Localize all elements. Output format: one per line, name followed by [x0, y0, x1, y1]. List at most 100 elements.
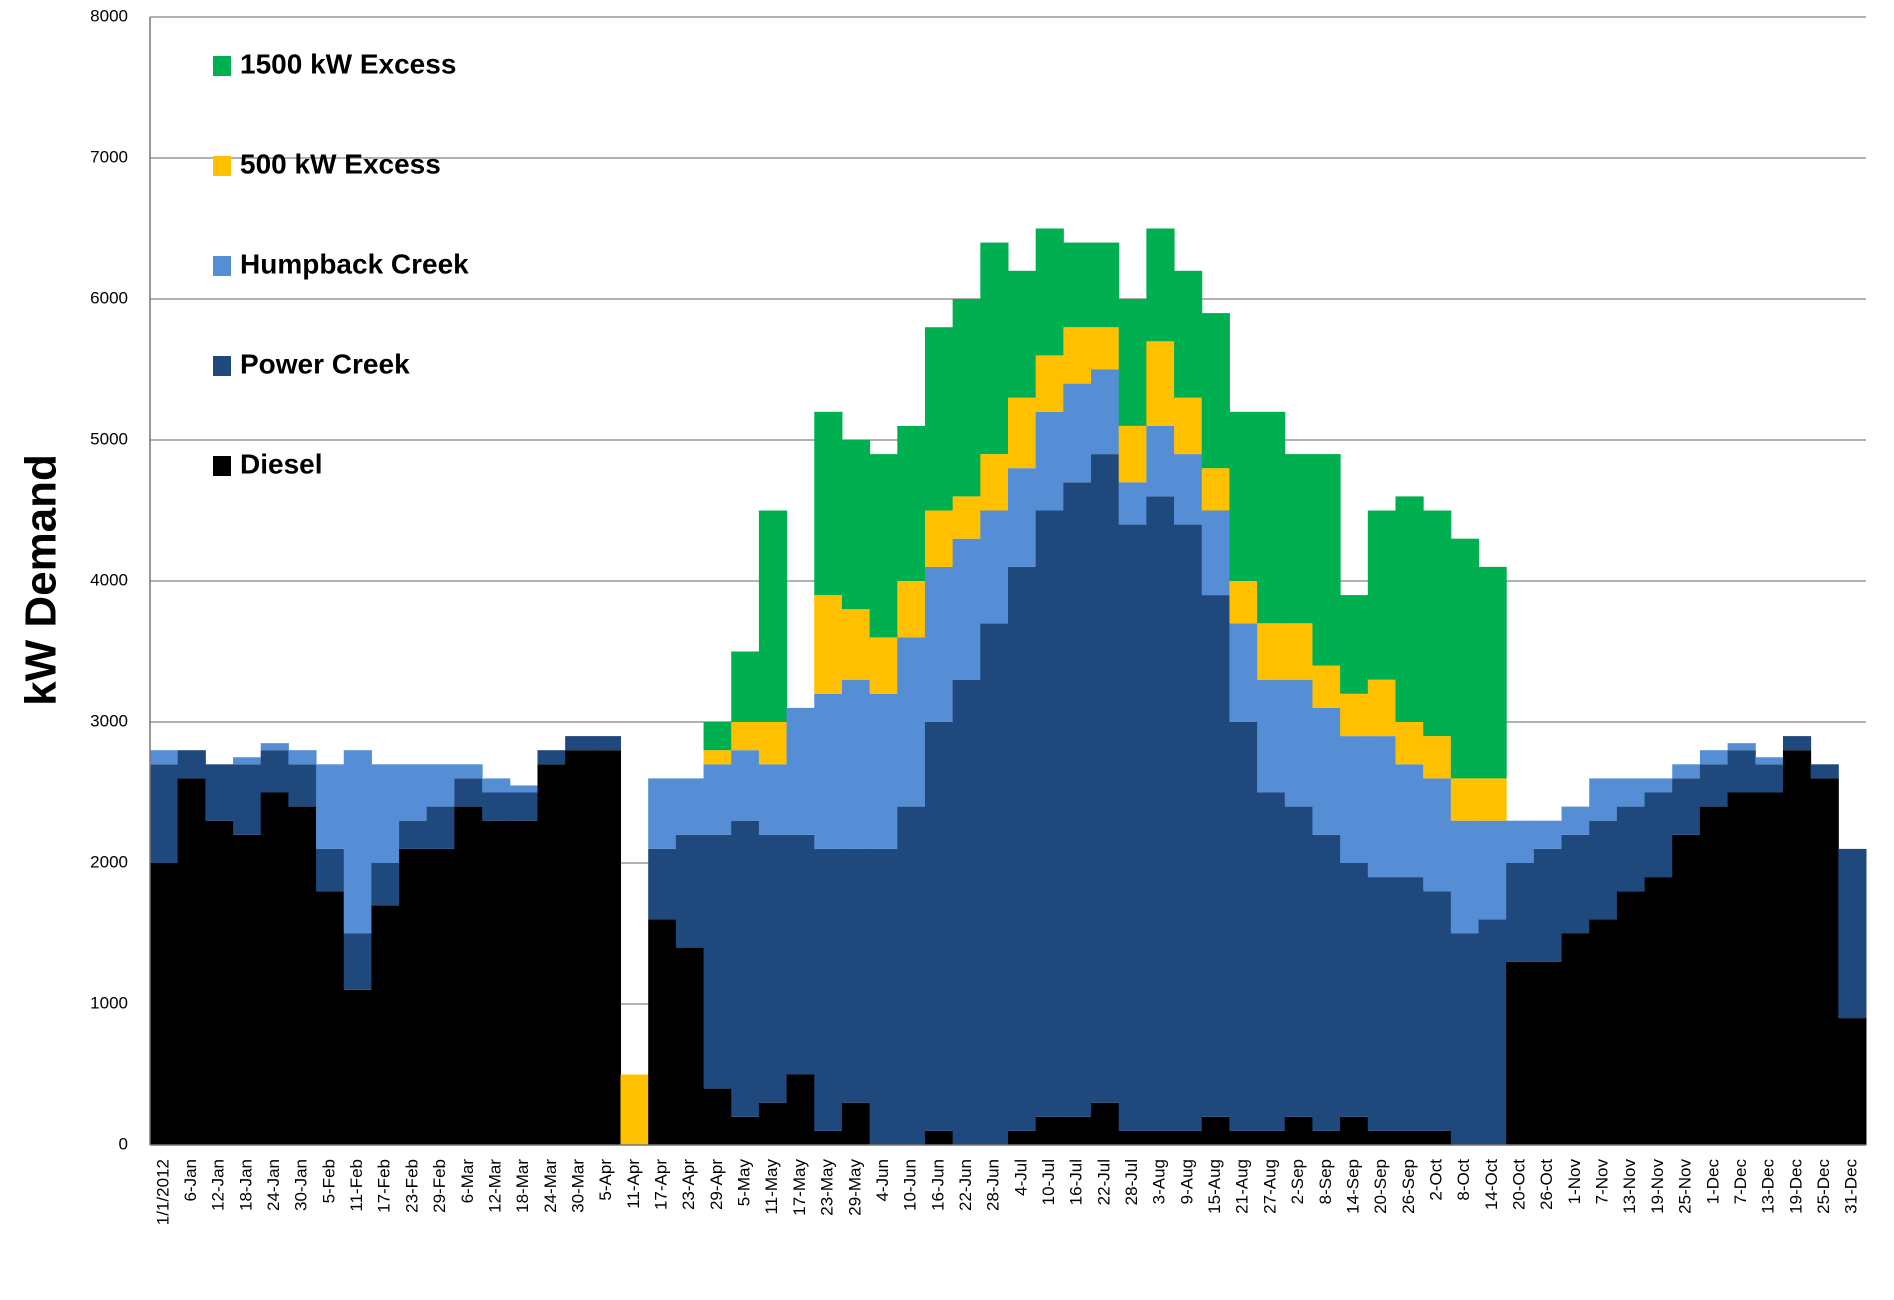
bar-segment: [1174, 454, 1203, 525]
bar-segment: [703, 722, 732, 751]
bar-segment: [1672, 764, 1701, 779]
bar-segment: [1644, 792, 1673, 878]
bar-segment: [758, 722, 788, 765]
bar-segment: [1367, 877, 1396, 1131]
bar-segment: [1312, 665, 1341, 708]
bar-segment: [1727, 750, 1756, 793]
bar-segment: [1257, 792, 1286, 1131]
bar-segment: [1229, 1130, 1258, 1145]
bar-segment: [1201, 595, 1230, 1117]
y-tick-label: 1000: [90, 993, 128, 1012]
bar-segment: [1423, 891, 1452, 1131]
bar-segment: [233, 834, 262, 1145]
x-tick-label: 7-Nov: [1593, 1159, 1612, 1205]
x-tick-label: 10-Jun: [901, 1159, 920, 1211]
bar-segment: [841, 440, 871, 610]
x-tick-label: 15-Aug: [1205, 1159, 1224, 1214]
bar-segment: [1008, 468, 1037, 567]
bar-segment: [1450, 778, 1480, 821]
bar-segment: [952, 679, 981, 1145]
bar-segment: [1340, 595, 1369, 694]
bar-segment: [565, 750, 594, 1145]
x-tick-label: 8-Oct: [1454, 1159, 1473, 1201]
x-tick-label: 23-Feb: [402, 1159, 421, 1213]
bar-segment: [454, 778, 483, 807]
bar-segment: [426, 764, 455, 807]
bar-segment: [482, 792, 511, 821]
bar-segment: [316, 848, 345, 892]
bar-segment: [482, 778, 511, 793]
bar-segment: [371, 905, 400, 1145]
x-tick-label: 22-Jun: [956, 1159, 975, 1211]
x-tick-label: 4-Jul: [1011, 1159, 1030, 1196]
x-tick-label: 11-Feb: [347, 1159, 366, 1212]
bar-segment: [897, 425, 926, 581]
bar-segment: [1118, 524, 1147, 1131]
bar-segment: [537, 764, 566, 1145]
bar-segment: [1257, 411, 1286, 624]
bar-segment: [897, 806, 926, 1145]
bar-segment: [1589, 820, 1618, 920]
bar-segment: [426, 848, 455, 1145]
bar-segment: [1561, 933, 1590, 1145]
x-tick-label: 5-May: [735, 1159, 754, 1207]
bar-segment: [703, 834, 732, 1089]
bar-segment: [343, 989, 372, 1145]
bar-segment: [1450, 538, 1480, 779]
bar-segment: [1008, 566, 1037, 1131]
bar-segment: [1008, 1130, 1037, 1145]
bar-segment: [1395, 764, 1424, 878]
bar-segment: [1063, 482, 1092, 1117]
y-tick-label: 7000: [90, 147, 128, 166]
y-tick-label: 5000: [90, 429, 128, 448]
bar-segment: [1810, 764, 1839, 779]
x-tick-label: 17-May: [790, 1159, 809, 1216]
x-tick-label: 5-Apr: [596, 1159, 615, 1201]
bar-segment: [1478, 919, 1507, 1145]
bar-segment: [1257, 623, 1286, 680]
bar-segment: [1838, 1018, 1867, 1145]
bar-segment: [426, 806, 455, 849]
x-tick-label: 17-Apr: [652, 1159, 671, 1210]
x-tick-label: 27-Aug: [1260, 1159, 1279, 1214]
bar-segment: [1063, 383, 1092, 483]
bar-segment: [814, 1130, 843, 1145]
bar-segment: [371, 863, 400, 906]
bar-segment: [1561, 806, 1590, 835]
bar-segment: [1284, 679, 1313, 807]
x-tick-label: 6-Jan: [181, 1159, 200, 1202]
bar-segment: [150, 863, 179, 1145]
bar-segment: [399, 848, 428, 1145]
bar-segment: [786, 834, 815, 1075]
bar-segment: [841, 679, 871, 849]
bar-segment: [980, 623, 1009, 1145]
bar-segment: [1589, 919, 1618, 1145]
bar-segment: [1008, 270, 1037, 398]
x-tick-label: 26-Sep: [1399, 1159, 1418, 1214]
bar-segment: [648, 919, 677, 1145]
bar-segment: [592, 750, 622, 1145]
x-tick-label: 8-Sep: [1316, 1159, 1335, 1204]
bar-segment: [260, 743, 289, 751]
bar-segment: [648, 848, 677, 920]
y-tick-label: 8000: [90, 6, 128, 25]
y-axis-label: kW Demand: [17, 454, 66, 706]
bar-segment: [288, 806, 317, 1145]
y-tick-label: 4000: [90, 570, 128, 589]
bar-segment: [1367, 736, 1396, 878]
x-tick-label: 2-Sep: [1288, 1159, 1307, 1204]
x-tick-label: 10-Jul: [1039, 1159, 1058, 1205]
bar-segment: [731, 651, 760, 722]
bar-segment: [758, 510, 788, 722]
bar-segment: [1450, 820, 1480, 934]
bar-segment: [1312, 834, 1341, 1131]
bar-segment: [1644, 877, 1673, 1145]
x-tick-label: 12-Mar: [485, 1159, 504, 1213]
bar-segment: [1146, 1130, 1175, 1145]
bar-segment: [980, 454, 1009, 511]
bar-segment: [1201, 510, 1230, 596]
bar-segment: [1146, 425, 1175, 497]
x-tick-label: 11-Apr: [624, 1159, 643, 1209]
legend-swatch: [213, 256, 231, 276]
x-tick-label: 28-Jul: [1122, 1159, 1141, 1205]
